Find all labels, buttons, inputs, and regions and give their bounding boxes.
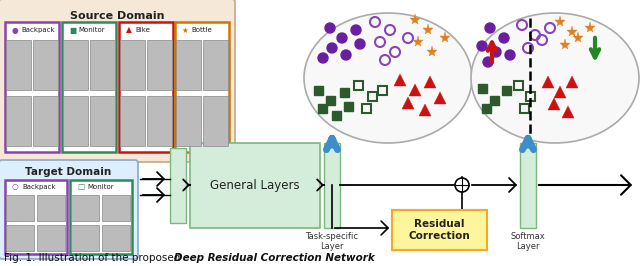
Bar [147,96,172,146]
Bar [90,96,115,146]
Bar [6,195,34,221]
Circle shape [491,47,501,57]
Text: ○: ○ [12,182,19,192]
Circle shape [327,43,337,53]
Bar [147,40,172,90]
Bar [6,225,34,251]
Text: ■: ■ [69,26,76,35]
Text: Task-specific
Layer: Task-specific Layer [305,232,358,251]
Bar [6,40,31,90]
Bar [344,102,353,110]
Ellipse shape [471,13,639,143]
Bar [5,22,59,152]
Bar [102,195,130,221]
Bar [353,81,362,89]
Bar [120,40,145,90]
Bar [190,143,320,228]
Bar [332,110,340,119]
Bar [6,96,31,146]
Bar [70,180,132,254]
Bar [176,96,201,146]
Text: Monitor: Monitor [78,27,104,33]
Bar [62,22,116,152]
Text: Bike: Bike [135,27,150,33]
Circle shape [455,178,469,192]
Bar [175,22,229,152]
Circle shape [325,23,335,33]
Text: Source Domain: Source Domain [70,11,164,21]
Bar [362,103,371,113]
Bar [502,85,511,94]
FancyBboxPatch shape [0,160,138,259]
Bar [71,225,99,251]
Bar [71,195,99,221]
Bar [120,96,145,146]
Text: Bottle: Bottle [191,27,212,33]
Circle shape [477,41,487,51]
Bar [520,103,529,113]
Text: Monitor: Monitor [87,184,114,190]
Circle shape [499,33,509,43]
Text: Backpack: Backpack [21,27,54,33]
Bar [525,92,534,101]
Bar [367,92,376,101]
Bar [392,210,487,250]
Bar [378,85,387,94]
Bar [119,22,173,152]
Bar [520,143,536,228]
Circle shape [483,57,493,67]
Circle shape [341,50,351,60]
Bar [37,225,65,251]
Text: Deep Residual Correction Network: Deep Residual Correction Network [174,253,375,263]
Bar [203,40,228,90]
Text: ★: ★ [182,26,189,35]
FancyBboxPatch shape [0,0,235,162]
Bar [63,96,88,146]
Bar [33,96,58,146]
Bar [37,195,65,221]
Bar [339,88,349,97]
Circle shape [337,33,347,43]
Bar [490,95,499,105]
Text: ●: ● [12,26,19,35]
Bar [314,85,323,94]
Bar [317,103,326,113]
Bar [102,225,130,251]
Circle shape [318,53,328,63]
Bar [33,40,58,90]
Bar [477,84,486,93]
Bar [326,95,335,105]
Text: Target Domain: Target Domain [25,167,111,177]
Text: Backpack: Backpack [22,184,56,190]
Bar [170,148,186,223]
Text: Softmax
Layer: Softmax Layer [511,232,545,251]
Bar [176,40,201,90]
Text: Residual
Correction: Residual Correction [408,219,470,241]
Bar [203,96,228,146]
Ellipse shape [304,13,472,143]
Circle shape [355,39,365,49]
Text: □: □ [77,182,84,192]
Text: ▲: ▲ [126,26,132,35]
Circle shape [505,50,515,60]
Bar [513,81,522,89]
Circle shape [351,25,361,35]
Bar [324,143,340,228]
Bar [5,180,67,254]
Text: General Layers: General Layers [210,179,300,192]
Circle shape [485,23,495,33]
Text: Fig. 1. Illustration of the proposed: Fig. 1. Illustration of the proposed [4,253,184,263]
Bar [63,40,88,90]
Bar [481,103,490,113]
Bar [90,40,115,90]
